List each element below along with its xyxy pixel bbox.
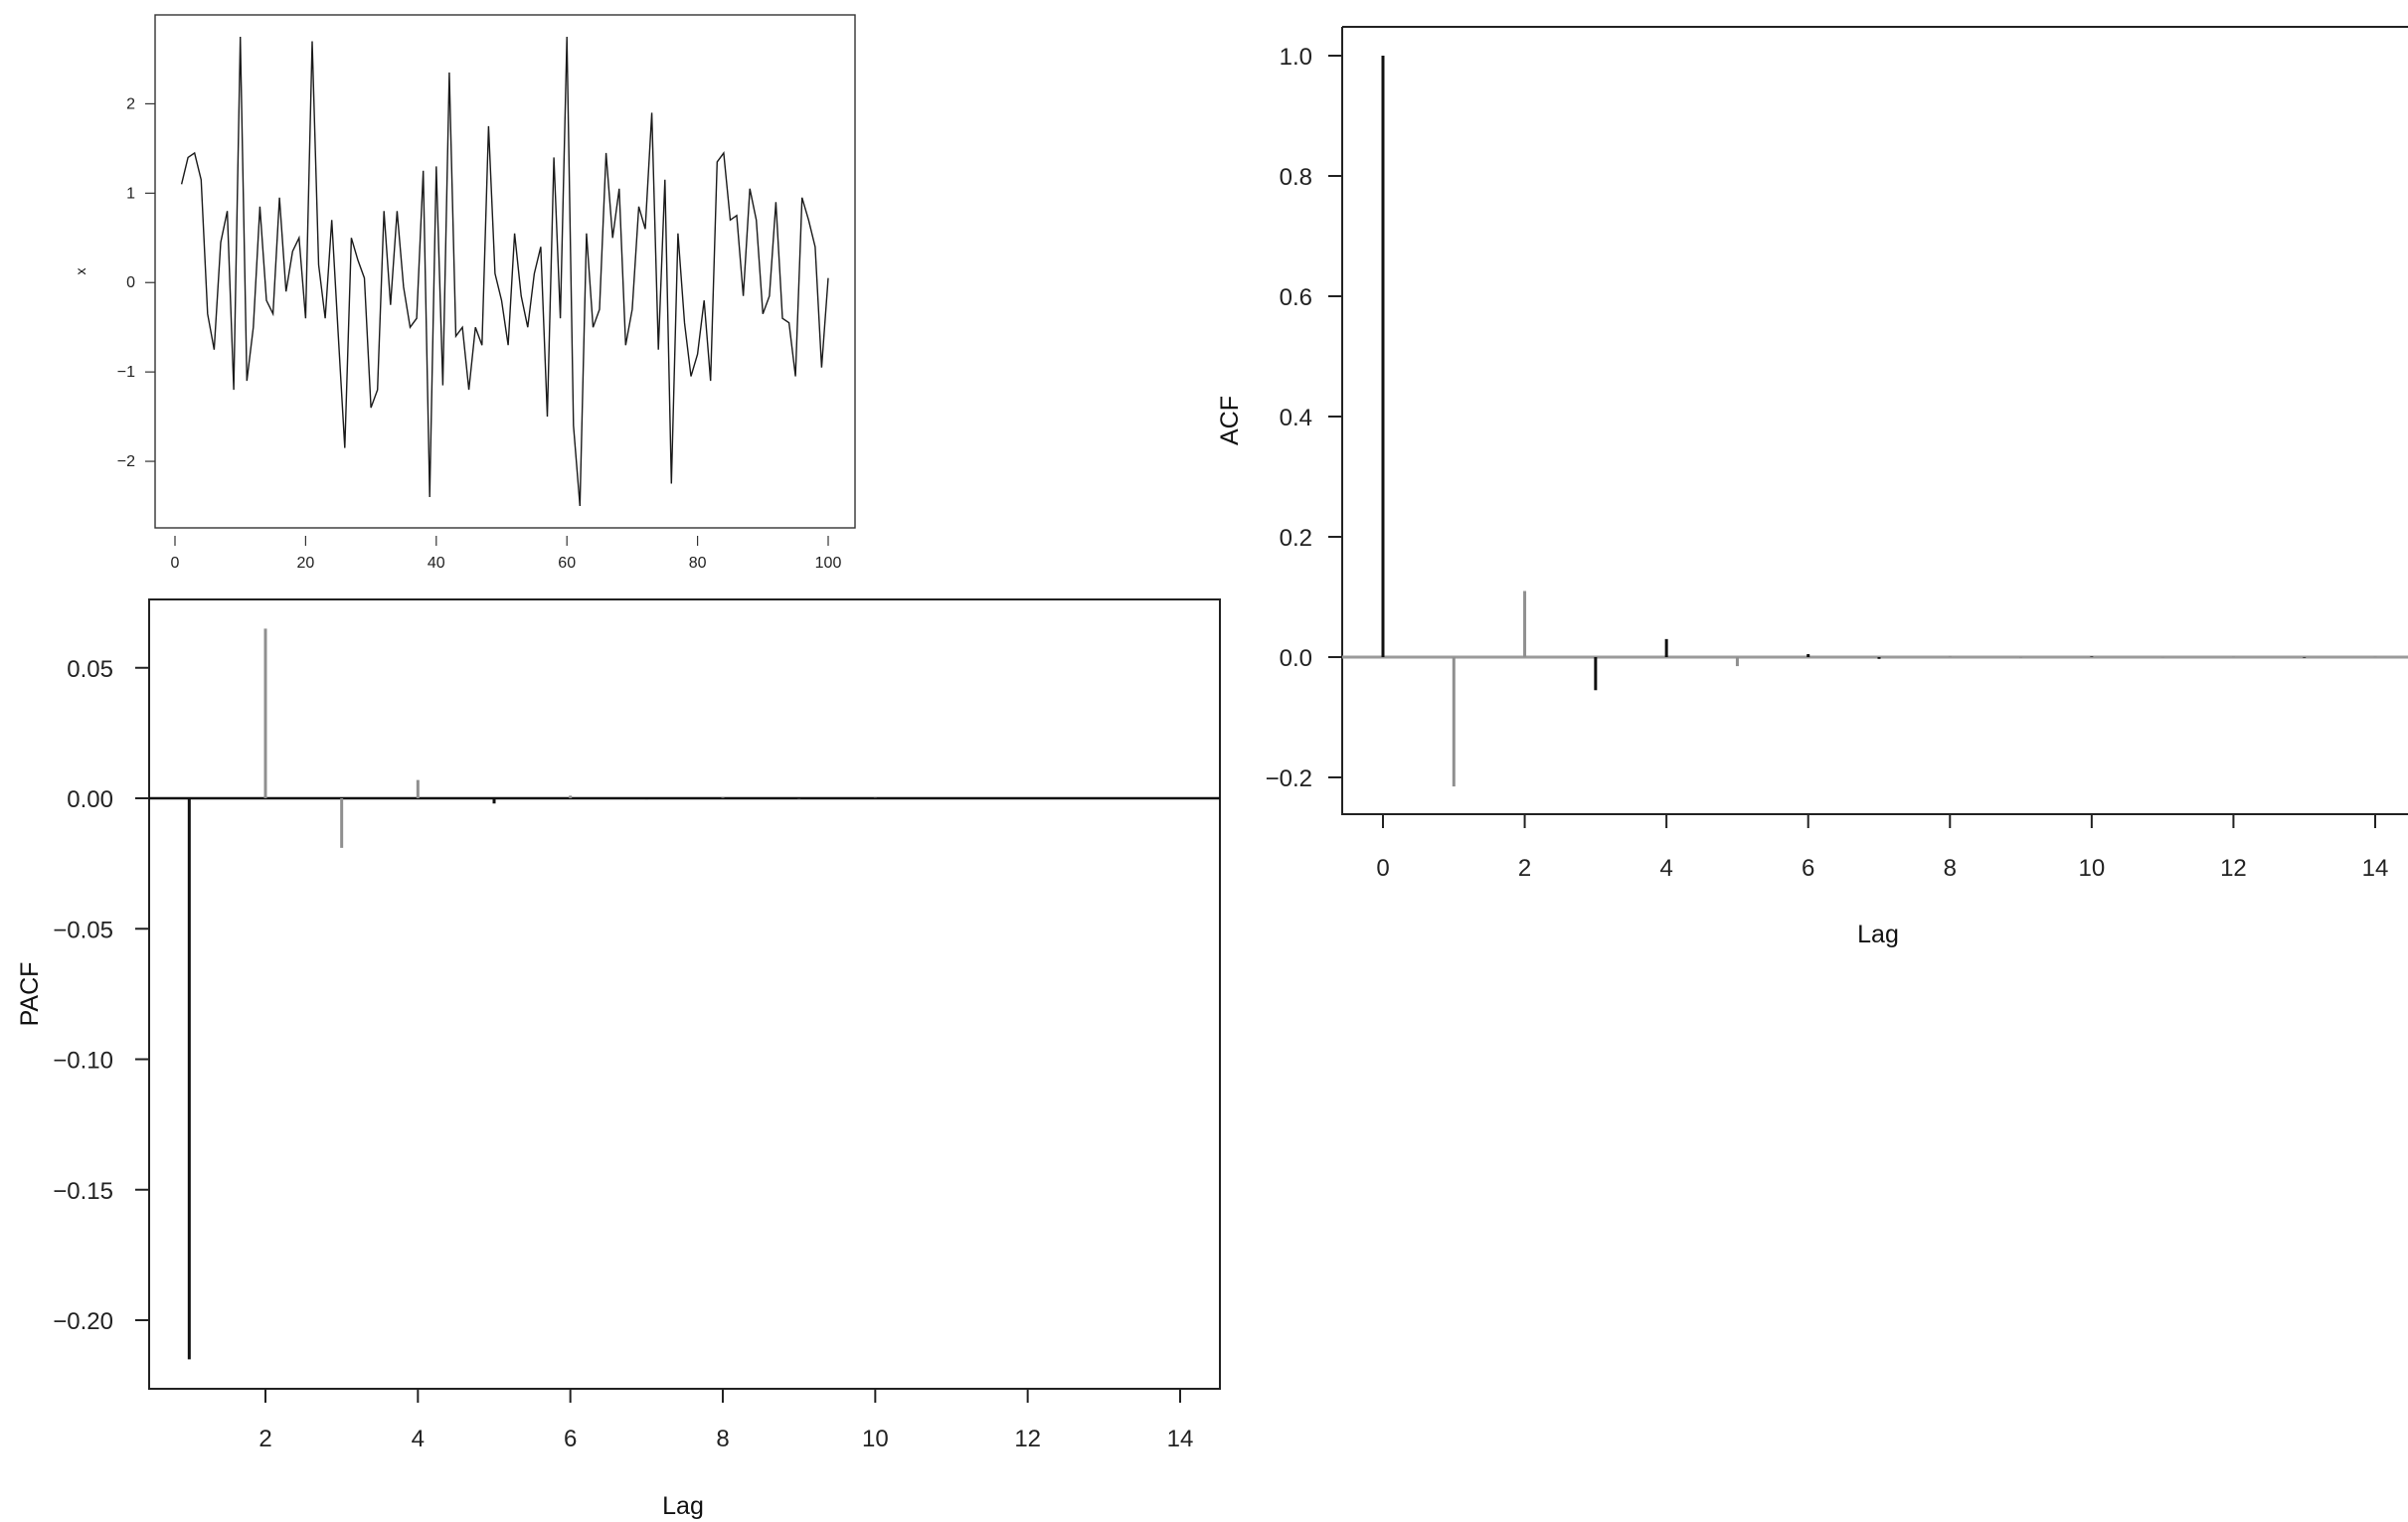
acf-y-tick-label: −0.2 bbox=[1266, 765, 1312, 792]
acf-y-axis-label: ACF bbox=[1216, 396, 1244, 445]
acf-x-tick-label: 2 bbox=[1518, 855, 1531, 882]
series-y-tick-label: −2 bbox=[117, 453, 135, 470]
series-y-tick-label: 2 bbox=[126, 95, 135, 112]
pacf-x-tick-label: 4 bbox=[412, 1426, 425, 1452]
acf-x-axis-label: Lag bbox=[1857, 921, 1899, 948]
acf-y-tick-label: 1.0 bbox=[1280, 44, 1312, 71]
acf-x-tick-label: 4 bbox=[1659, 855, 1672, 882]
acf-y-tick-label: 0.8 bbox=[1280, 164, 1312, 191]
pacf-x-tick-label: 8 bbox=[716, 1426, 729, 1452]
pacf-x-tick-label: 2 bbox=[258, 1426, 271, 1452]
pacf-y-tick-label: −0.20 bbox=[53, 1308, 113, 1335]
pacf-y-tick-label: 0.05 bbox=[67, 656, 113, 683]
acf-plot-frame bbox=[1341, 26, 2408, 815]
pacf-x-tick-label: 10 bbox=[862, 1426, 889, 1452]
series-y-tick-label: 1 bbox=[126, 185, 135, 202]
acf-x-tick-label: 6 bbox=[1802, 855, 1814, 882]
series-x-tick-label: 20 bbox=[297, 555, 315, 572]
acf-x-tick-label: 0 bbox=[1376, 855, 1389, 882]
series-plot-panel: x 0 20 40 60 80 100 −2 −1 0 1 2 bbox=[73, 14, 856, 572]
acf-x-tick-label: 10 bbox=[2079, 855, 2106, 882]
series-y-axis-label: x bbox=[73, 268, 88, 275]
series-x-tick-label: 0 bbox=[171, 555, 180, 572]
series-plot-frame bbox=[154, 14, 856, 529]
pacf-plot-panel: Lag PACF 2 4 6 8 10 12 14 0.05 0.00 −0.05 −0.10 −0.… bbox=[16, 598, 1221, 1520]
pacf-x-tick-label: 6 bbox=[564, 1426, 577, 1452]
series-x-tick-label: 100 bbox=[815, 555, 842, 572]
acf-x-tick-label: 8 bbox=[1944, 855, 1957, 882]
series-line bbox=[180, 36, 829, 507]
pacf-y-tick-label: −0.10 bbox=[53, 1048, 113, 1075]
pacf-y-tick-label: −0.05 bbox=[53, 917, 113, 943]
series-y-tick-label: 0 bbox=[126, 274, 135, 291]
pacf-x-axis-label: Lag bbox=[662, 1492, 704, 1520]
pacf-y-tick-label: 0.00 bbox=[67, 786, 113, 813]
acf-y-tick-label: 0.0 bbox=[1280, 645, 1312, 672]
series-x-tick-label: 80 bbox=[689, 555, 707, 572]
pacf-plot-frame bbox=[148, 598, 1221, 1390]
acf-plot-panel: Lag ACF 0 2 4 6 8 10 12 14 −0.2 0.0 0.2 0.4 0.6 0.8 1.… bbox=[1216, 26, 2408, 948]
pacf-y-axis-label: PACF bbox=[16, 962, 44, 1027]
series-y-tick-label: −1 bbox=[117, 364, 135, 381]
pacf-x-tick-label: 14 bbox=[1167, 1426, 1194, 1452]
acf-y-tick-label: 0.6 bbox=[1280, 284, 1312, 311]
acf-x-tick-label: 14 bbox=[2362, 855, 2389, 882]
series-x-tick-label: 40 bbox=[428, 555, 445, 572]
acf-x-tick-label: 12 bbox=[2220, 855, 2247, 882]
pacf-x-tick-label: 12 bbox=[1014, 1426, 1041, 1452]
pacf-y-tick-label: −0.15 bbox=[53, 1178, 113, 1205]
series-x-tick-label: 60 bbox=[558, 555, 576, 572]
acf-y-tick-label: 0.2 bbox=[1280, 525, 1312, 552]
acf-y-tick-label: 0.4 bbox=[1280, 405, 1312, 431]
